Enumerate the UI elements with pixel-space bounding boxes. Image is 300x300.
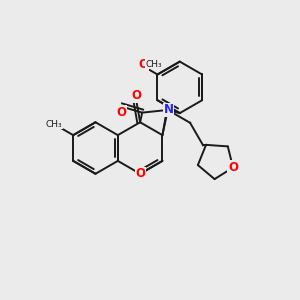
Text: O: O xyxy=(135,167,145,180)
Text: O: O xyxy=(131,89,141,102)
Text: CH₃: CH₃ xyxy=(46,120,63,129)
Text: CH₃: CH₃ xyxy=(145,60,162,69)
Text: N: N xyxy=(164,103,174,116)
Text: O: O xyxy=(116,106,126,119)
Text: O: O xyxy=(139,58,148,71)
Text: O: O xyxy=(228,161,238,174)
